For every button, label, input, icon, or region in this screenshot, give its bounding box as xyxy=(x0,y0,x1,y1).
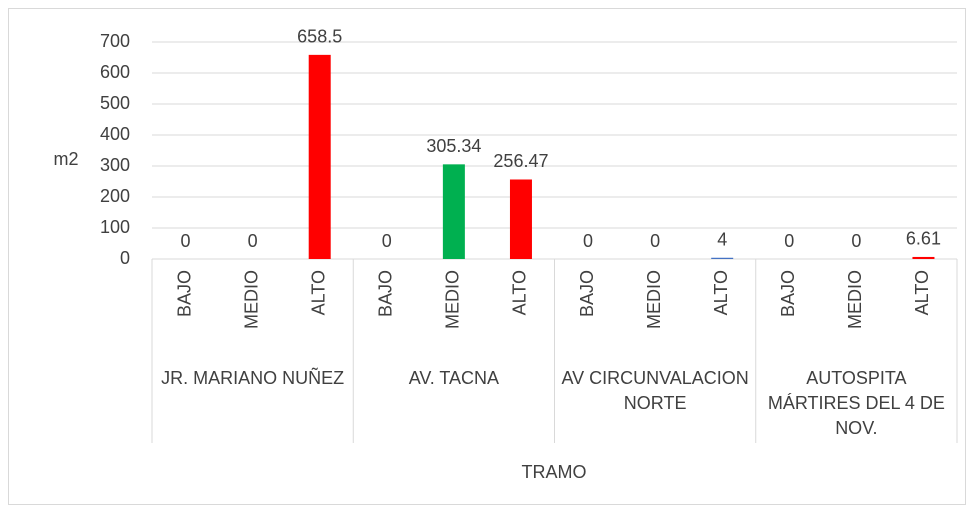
x-tick-label: ALTO xyxy=(912,270,932,315)
x-tick-label: MEDIO xyxy=(644,270,664,329)
data-label: 658.5 xyxy=(297,27,342,47)
data-label: 0 xyxy=(382,231,392,251)
group-label: AV CIRCUNVALACION NORTE xyxy=(561,368,749,413)
x-tick-label: MEDIO xyxy=(443,270,463,329)
y-axis-label: m2 xyxy=(53,149,78,169)
chart-border xyxy=(8,8,966,505)
x-tick-label: BAJO xyxy=(376,270,396,317)
x-tick-label: MEDIO xyxy=(845,270,865,329)
data-label: 0 xyxy=(851,231,861,251)
y-tick-label: 300 xyxy=(100,155,130,175)
data-label: 6.61 xyxy=(906,229,941,249)
y-tick-label: 500 xyxy=(100,93,130,113)
data-label: 305.34 xyxy=(426,136,481,156)
group-label: JR. MARIANO NUÑEZ xyxy=(161,368,345,388)
y-tick-label: 0 xyxy=(120,248,130,268)
bar xyxy=(711,257,734,259)
y-tick-label: 600 xyxy=(100,62,130,82)
bar xyxy=(509,179,532,259)
y-tick-label: 200 xyxy=(100,186,130,206)
bar xyxy=(912,256,935,259)
y-tick-label: 100 xyxy=(100,217,130,237)
x-tick-label: BAJO xyxy=(577,270,597,317)
x-axis-label: TRAMO xyxy=(522,462,587,482)
group-label: AUTOSPITA MÁRTIRES DEL 4 DE NOV. xyxy=(767,368,945,438)
y-tick-label: 700 xyxy=(100,31,130,51)
data-label: 4 xyxy=(717,230,727,250)
x-tick-label: ALTO xyxy=(510,270,530,315)
x-tick-label: BAJO xyxy=(174,270,194,317)
x-tick-label: MEDIO xyxy=(241,270,261,329)
data-label: 256.47 xyxy=(493,151,548,171)
data-label: 0 xyxy=(784,231,794,251)
x-tick-label: BAJO xyxy=(778,270,798,317)
bar xyxy=(442,164,465,259)
group-label: AV. TACNA xyxy=(408,368,500,388)
x-tick-label: ALTO xyxy=(711,270,731,315)
data-label: 0 xyxy=(248,231,258,251)
data-label: 0 xyxy=(583,231,593,251)
y-tick-label: 400 xyxy=(100,124,130,144)
data-label: 0 xyxy=(181,231,191,251)
data-label: 0 xyxy=(650,231,660,251)
x-tick-label: ALTO xyxy=(308,270,328,315)
bar xyxy=(308,54,331,259)
